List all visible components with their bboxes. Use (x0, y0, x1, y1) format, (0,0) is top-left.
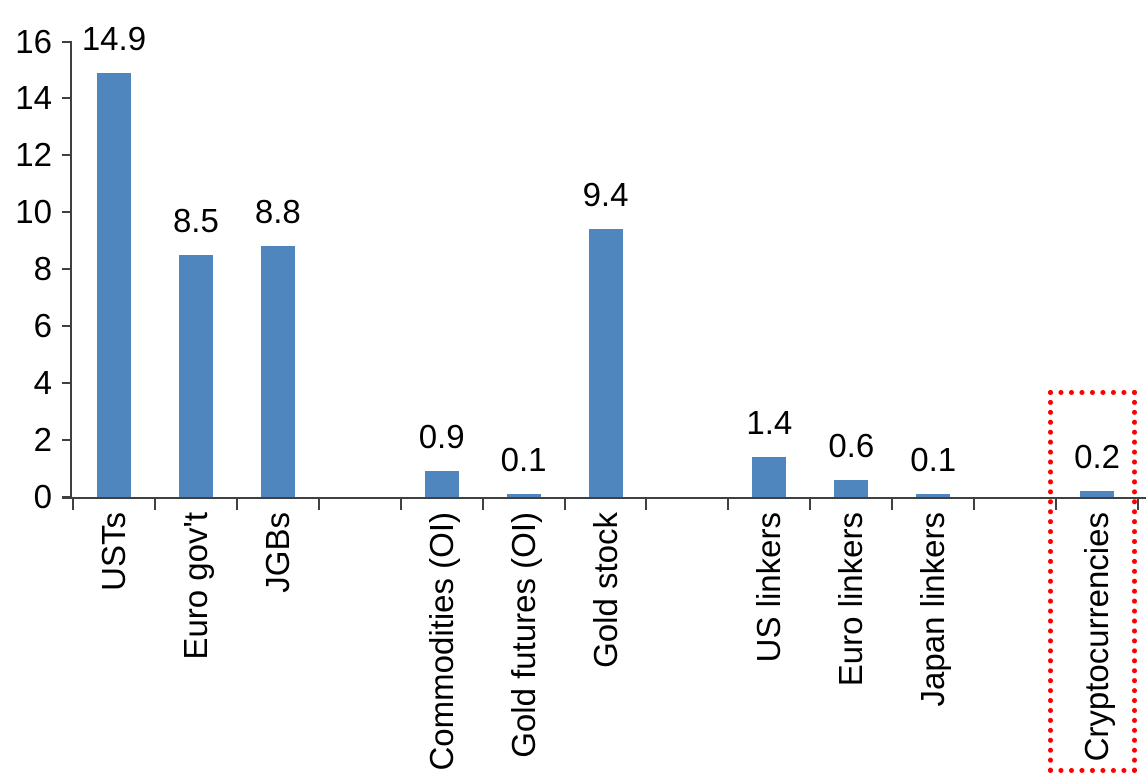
data-label: 14.9 (81, 19, 147, 57)
y-tick (62, 496, 72, 498)
y-tick (62, 97, 72, 100)
bar-euro-linkers (834, 479, 869, 497)
category-label: USTs (94, 512, 132, 591)
y-tick-label: 16 (15, 22, 52, 60)
category-label: Gold stock (586, 512, 624, 668)
x-tick (1137, 497, 1139, 510)
x-tick (891, 497, 894, 510)
category-label-anchor: USTs (94, 512, 173, 591)
data-label: 8.5 (172, 202, 219, 240)
bar-usts (96, 72, 131, 497)
x-tick (563, 497, 566, 510)
x-tick (72, 497, 74, 510)
y-tick (62, 211, 72, 214)
y-tick-label: 12 (15, 136, 52, 174)
y-tick (62, 439, 72, 442)
category-label: Japan linkers (914, 512, 952, 707)
y-tick-label: 8 (33, 250, 52, 288)
x-tick (481, 497, 484, 510)
data-label: 0.9 (418, 418, 465, 456)
y-axis-line (70, 41, 72, 499)
bar-us-linkers (752, 457, 787, 497)
data-label: 9.4 (582, 176, 629, 214)
y-tick (62, 325, 72, 328)
x-tick (317, 497, 320, 510)
data-label: 8.8 (254, 193, 301, 231)
bar-jgbs (260, 246, 295, 497)
x-tick (399, 497, 402, 510)
data-label: 0.6 (828, 426, 875, 464)
category-label-anchor: JGBs (258, 512, 339, 593)
x-tick (727, 497, 730, 510)
x-tick (153, 497, 156, 510)
category-label: Euro gov't (176, 512, 214, 660)
y-tick-label: 6 (33, 307, 52, 345)
bar-gold-futures-oi (506, 494, 541, 497)
bar-gold-stock (588, 229, 623, 497)
y-tick (62, 154, 72, 157)
category-label: Euro linkers (832, 512, 870, 687)
data-label: 0.1 (500, 441, 547, 479)
y-tick-label: 10 (15, 193, 52, 231)
category-label-anchor: Gold stock (586, 512, 742, 668)
x-axis-line (62, 497, 1146, 499)
category-label: JGBs (258, 512, 296, 593)
bar-commodities-oi (424, 471, 459, 497)
y-tick (62, 40, 72, 43)
y-tick-label: 0 (33, 478, 52, 515)
y-tick (62, 382, 72, 385)
data-label: 1.4 (746, 404, 793, 442)
category-label: Commodities (OI) (422, 512, 460, 771)
category-label: Gold futures (OI) (504, 512, 542, 758)
category-label: US linkers (750, 512, 788, 663)
cryptocurrencies-highlight-box (1048, 390, 1137, 773)
x-tick (973, 497, 976, 510)
x-tick (645, 497, 648, 510)
y-tick-label: 2 (33, 421, 52, 459)
bar-euro-gov-t (178, 255, 213, 497)
data-label: 0.2 (1074, 438, 1120, 476)
y-tick-label: 14 (15, 79, 52, 117)
data-label: 0.1 (910, 441, 957, 479)
x-tick (809, 497, 812, 510)
y-tick (62, 268, 72, 271)
x-tick (1055, 497, 1058, 510)
y-tick-label: 4 (33, 364, 52, 402)
x-tick (235, 497, 238, 510)
bar-japan-linkers (916, 494, 951, 497)
bar-cryptocurrencies (1080, 491, 1115, 497)
